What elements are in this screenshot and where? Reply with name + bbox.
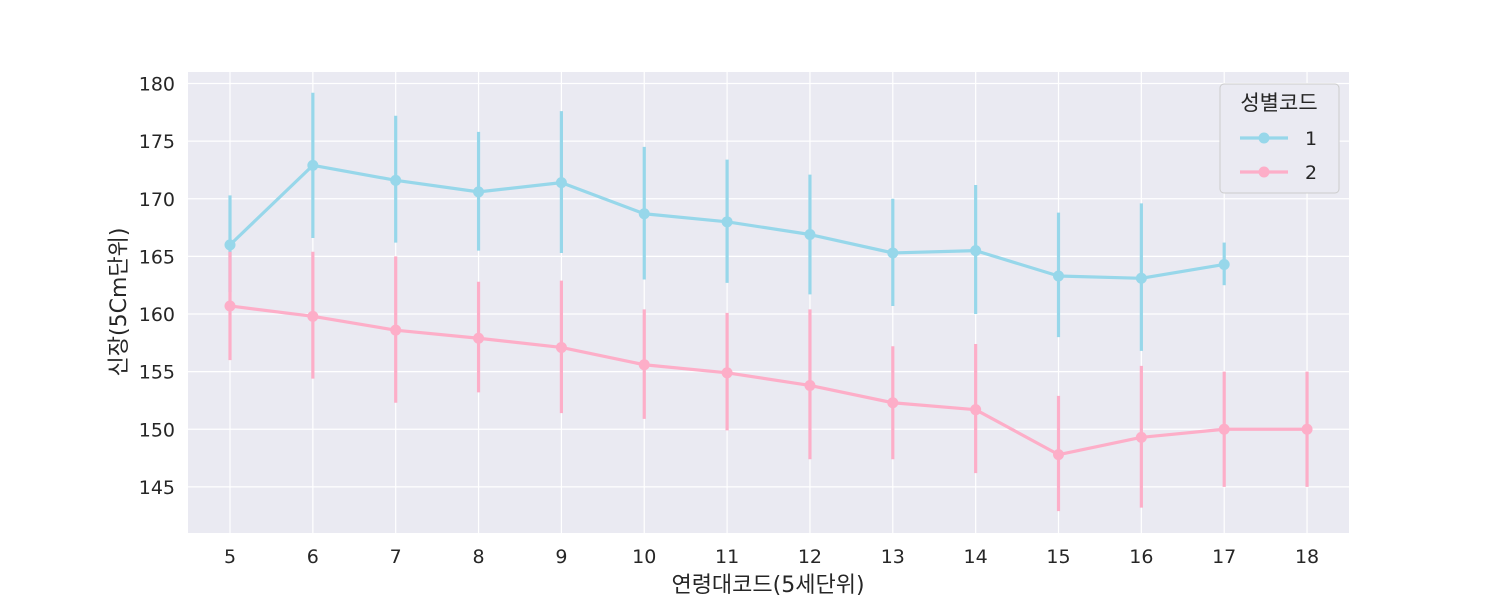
point-series-2 <box>970 404 982 416</box>
point-series-1 <box>390 174 402 186</box>
y-tick-label: 170 <box>139 189 175 211</box>
x-tick-label: 10 <box>632 546 656 568</box>
point-series-1 <box>555 177 567 189</box>
point-series-2 <box>390 324 402 336</box>
point-series-2 <box>804 379 816 391</box>
legend-marker-1 <box>1258 132 1270 144</box>
point-series-2 <box>1301 423 1313 435</box>
x-tick-label: 9 <box>555 546 567 568</box>
point-series-2 <box>1135 431 1147 443</box>
x-tick-label: 6 <box>307 546 319 568</box>
y-tick-label: 165 <box>139 246 175 268</box>
y-tick-label: 145 <box>139 477 175 499</box>
data-points <box>224 159 1313 461</box>
legend-marker-2 <box>1258 166 1270 178</box>
point-series-2 <box>887 397 899 409</box>
legend-title: 성별코드 <box>1240 91 1317 115</box>
x-tick-label: 13 <box>881 546 905 568</box>
point-series-1 <box>721 216 733 228</box>
point-series-2 <box>638 359 650 371</box>
point-series-2 <box>555 341 567 353</box>
legend-entries: 12 <box>1240 128 1317 184</box>
point-series-1 <box>1218 258 1230 270</box>
y-tick-label: 175 <box>139 131 175 153</box>
point-series-1 <box>804 229 816 241</box>
point-series-2 <box>473 332 485 344</box>
legend: 성별코드 12 <box>1219 83 1340 194</box>
point-series-2 <box>307 310 319 322</box>
x-tick-label: 16 <box>1129 546 1153 568</box>
point-series-2 <box>1218 423 1230 435</box>
x-tick-label: 17 <box>1212 546 1236 568</box>
point-series-1 <box>970 245 982 257</box>
legend-label-1: 1 <box>1305 128 1317 150</box>
point-series-1 <box>1053 270 1064 282</box>
point-series-2 <box>721 367 733 379</box>
line-series-2 <box>229 304 1308 457</box>
point-series-2 <box>224 300 236 312</box>
x-tick-label: 8 <box>473 546 485 568</box>
point-series-1 <box>638 208 650 220</box>
point-series-1 <box>224 239 236 251</box>
y-tick-label: 155 <box>139 362 175 384</box>
x-tick-label: 12 <box>798 546 822 568</box>
legend-label-2: 2 <box>1305 162 1317 184</box>
y-tick-labels: 145 150 155 160 165 170 175 180 <box>139 74 175 499</box>
y-axis-label: 신장(5Cm단위) <box>107 228 132 377</box>
x-tick-label: 11 <box>715 546 739 568</box>
point-series-1 <box>887 247 899 259</box>
y-tick-label: 150 <box>139 419 175 441</box>
plot-background <box>188 72 1349 533</box>
y-tick-label: 160 <box>139 304 175 326</box>
y-tick-label: 180 <box>139 74 175 96</box>
x-tick-label: 15 <box>1046 546 1070 568</box>
x-tick-labels: 5 6 7 8 9 10 11 12 13 14 15 16 17 18 <box>224 546 1319 568</box>
point-series-1 <box>473 186 485 198</box>
x-axis-label: 연령대코드(5세단위) <box>671 573 864 598</box>
point-series-1 <box>1135 272 1147 284</box>
x-tick-label: 5 <box>224 546 236 568</box>
point-series-1 <box>307 159 319 171</box>
x-tick-label: 14 <box>964 546 988 568</box>
x-tick-label: 7 <box>390 546 402 568</box>
point-series-2 <box>1053 449 1064 461</box>
x-tick-label: 18 <box>1295 546 1319 568</box>
